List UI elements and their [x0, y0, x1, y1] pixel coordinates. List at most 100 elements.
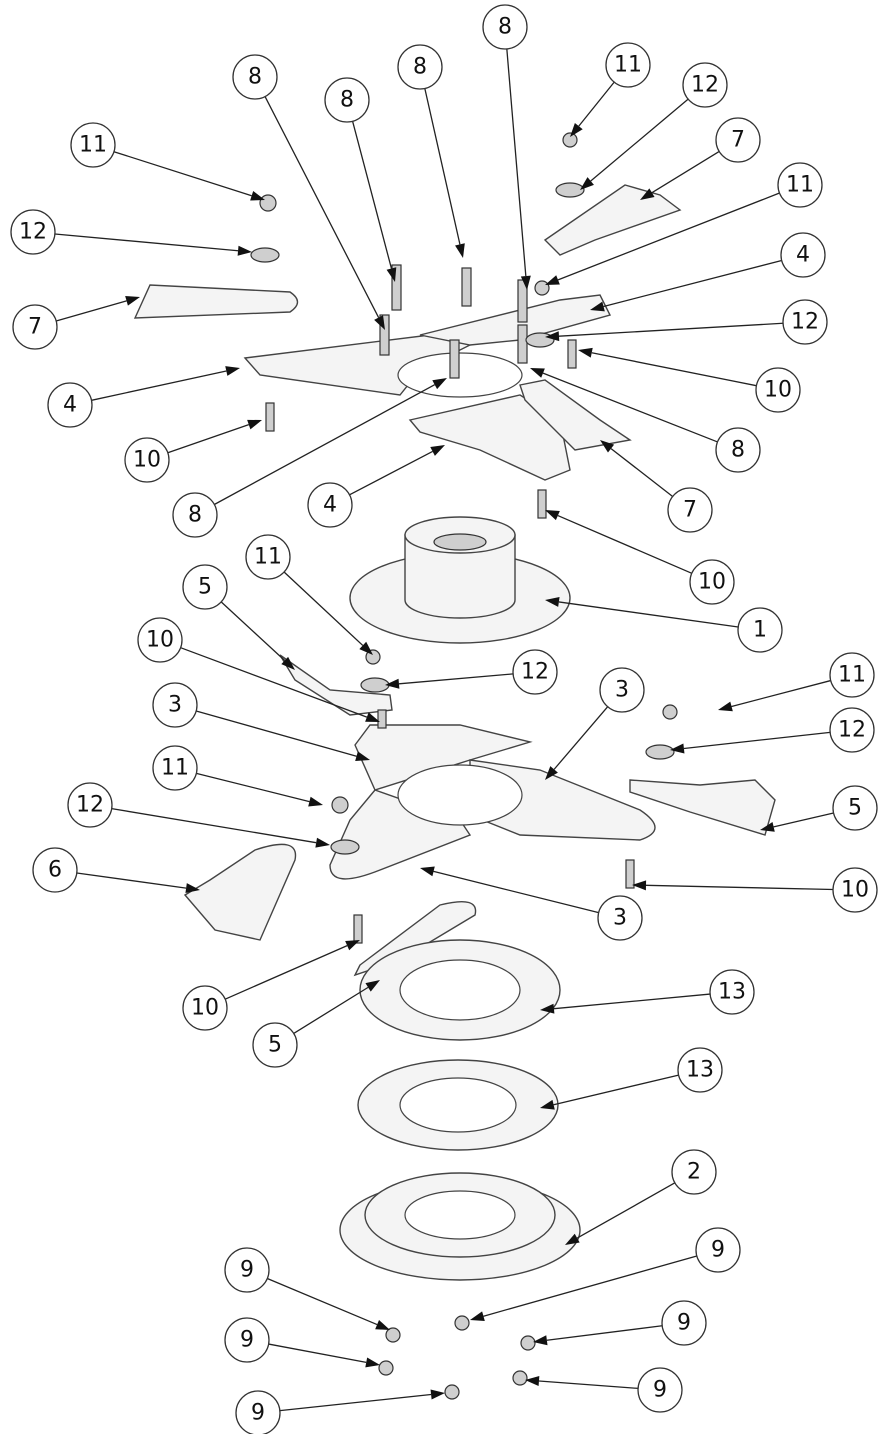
arrow-head: [565, 1233, 580, 1245]
callout-label: 8: [413, 55, 427, 80]
nut-9: [520, 1335, 536, 1351]
arrow-head: [247, 419, 262, 430]
callout-label: 12: [838, 718, 866, 743]
bearing: [433, 533, 487, 551]
leader-line: [76, 872, 187, 889]
balloon: [637, 1367, 683, 1413]
leader-line: [91, 370, 227, 401]
leader-line: [196, 772, 310, 803]
balloon: [232, 54, 278, 100]
nut-11: [562, 132, 578, 148]
balloon: [307, 482, 353, 528]
callout-label: 7: [28, 315, 42, 340]
arrow-head: [345, 940, 360, 951]
nut-11: [365, 649, 381, 665]
arrow-head: [545, 766, 558, 780]
arrow-head: [670, 743, 685, 754]
arrow-head: [375, 1319, 390, 1330]
callout-label: 12: [521, 660, 549, 685]
leader-line: [576, 1182, 676, 1239]
leader-line: [224, 945, 348, 1000]
pin-8: [449, 339, 460, 379]
leader-line: [553, 706, 609, 770]
callout-label: 10: [764, 378, 792, 403]
balloon: [829, 707, 875, 753]
arrow-head: [533, 1335, 548, 1346]
leader-line: [283, 571, 364, 646]
leader-line: [268, 1343, 367, 1364]
balloon: [777, 162, 823, 208]
callout-label: 12: [691, 73, 719, 98]
arrow-head: [432, 378, 447, 390]
parts: [133, 132, 776, 1400]
arrow-head: [386, 267, 397, 282]
callout-label: 11: [79, 133, 107, 158]
nut-9: [454, 1315, 470, 1331]
callout-label: 11: [786, 173, 814, 198]
leader-line: [167, 423, 249, 454]
callout-label: 9: [711, 1238, 725, 1263]
arrow-head: [250, 190, 265, 201]
balloon: [829, 652, 875, 698]
balloon: [224, 1247, 270, 1293]
blade-5: [629, 779, 776, 836]
balloon: [709, 969, 755, 1015]
nut-11: [534, 280, 550, 296]
washer-12: [360, 677, 390, 693]
balloon: [832, 785, 878, 831]
leader-line: [538, 1380, 639, 1390]
washer-12: [250, 247, 280, 263]
callout-label: 3: [615, 678, 629, 703]
arrow-head: [718, 701, 733, 712]
hub-body-1: [404, 534, 516, 619]
callout-label: 11: [614, 53, 642, 78]
balloon: [152, 682, 198, 728]
callout-label: 5: [848, 796, 862, 821]
leader-line: [351, 121, 393, 269]
leader-line: [349, 450, 433, 496]
bolt-10: [265, 402, 275, 432]
callout-label: 5: [198, 575, 212, 600]
leader-line: [590, 98, 689, 182]
arrow-head: [281, 656, 295, 670]
balloon: [224, 1317, 270, 1363]
balloon: [252, 1022, 298, 1068]
balloon: [235, 1390, 281, 1434]
leader-line: [267, 1277, 378, 1326]
balloon: [245, 534, 291, 580]
leader-line: [113, 151, 252, 197]
balloon: [780, 232, 826, 278]
leader-line: [578, 81, 615, 127]
callout-label: 12: [791, 310, 819, 335]
callout-label: 11: [838, 663, 866, 688]
balloon: [152, 745, 198, 791]
leader-line: [553, 1074, 679, 1106]
pin-8: [391, 264, 402, 311]
balloon: [182, 564, 228, 610]
leader-line: [195, 710, 357, 757]
balloon: [182, 985, 228, 1031]
balloon: [689, 559, 735, 605]
pin-8: [517, 324, 528, 364]
arrow-head: [470, 1311, 485, 1322]
callout-label: 10: [133, 448, 161, 473]
arrow-head: [315, 837, 330, 848]
balloon: [599, 667, 645, 713]
blade-7-top: [543, 184, 682, 256]
arrow-head: [540, 1003, 555, 1014]
leader-line: [591, 352, 757, 387]
arrow-head: [545, 596, 560, 607]
arrow-head: [374, 315, 385, 330]
leader-line: [424, 88, 461, 245]
balloon: [677, 1047, 723, 1093]
arrow-head: [385, 678, 400, 689]
ring-hole: [399, 1077, 517, 1133]
callout-label: 8: [498, 15, 512, 40]
bolt-10: [537, 489, 547, 519]
arrow-head: [355, 751, 370, 762]
bolt-10: [625, 859, 635, 889]
leader-line: [603, 259, 782, 308]
arrow-head: [225, 366, 240, 376]
leader-line: [557, 192, 780, 281]
arrow-head: [760, 821, 775, 832]
